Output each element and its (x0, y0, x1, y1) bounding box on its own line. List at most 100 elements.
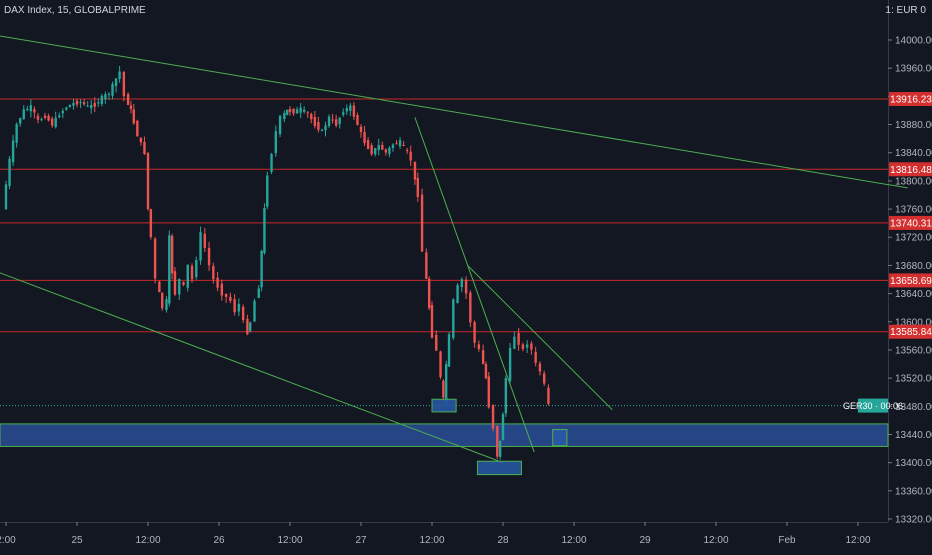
candle-body (299, 107, 302, 113)
candle-body (165, 299, 168, 310)
candle-body (114, 78, 118, 87)
candle-body (384, 149, 388, 153)
price-tick-label: 13480.00 (895, 402, 932, 413)
candle-body (487, 376, 490, 408)
candle-body (445, 364, 448, 400)
candle-body (473, 321, 476, 343)
candle-body (295, 109, 299, 114)
candle-body (425, 252, 428, 279)
candle-body (266, 175, 269, 207)
time-tick-label: 28 (497, 535, 509, 546)
candle-body (313, 116, 317, 127)
candle-body (139, 137, 143, 143)
candle-body (4, 184, 8, 210)
candle-body (427, 278, 431, 309)
time-tick-label: 25 (71, 535, 83, 546)
candle-body (136, 120, 139, 137)
highlight-box (552, 429, 568, 447)
time-tick-label: 29 (639, 535, 651, 546)
price-level-label: 13816.48 (890, 165, 932, 176)
candle-body (233, 299, 236, 313)
candle-body (452, 299, 455, 338)
candle-body (11, 140, 15, 163)
candle-body (306, 112, 309, 114)
currency-label[interactable]: 1: EUR 0 (885, 5, 926, 16)
candle-body (388, 147, 391, 154)
candle-body (469, 292, 472, 323)
price-tick-label: 13800.00 (895, 176, 932, 187)
price-level-label: 13916.23 (890, 95, 932, 106)
candle-body (352, 105, 356, 117)
candle-body (270, 154, 273, 172)
current-price-label: GER30 · 00:06 (843, 401, 903, 411)
candle-body (356, 115, 359, 125)
price-tick-label: 13840.00 (895, 148, 932, 159)
candle-body (122, 71, 126, 97)
candle-body (278, 115, 282, 135)
time-tick-label: 12:00 (703, 535, 728, 546)
price-level-tag (889, 273, 932, 288)
candle-body (168, 235, 171, 304)
candle-body (61, 110, 64, 114)
candle-body (129, 105, 133, 110)
candle-body (199, 232, 202, 261)
price-tick-label: 13960.00 (895, 64, 932, 75)
price-tick-label: 14000.00 (895, 36, 932, 47)
candle-body (82, 102, 86, 105)
candle-body (170, 235, 174, 274)
candle-body (190, 265, 194, 280)
candle-body (15, 124, 18, 143)
candle-body (241, 306, 245, 320)
candle-body (58, 115, 61, 117)
candle-body (517, 333, 520, 345)
price-level-label: 13740.31 (890, 218, 932, 229)
candle-body (349, 105, 352, 111)
candle-body (224, 293, 228, 297)
price-level-tag (889, 92, 932, 107)
candle-body (334, 119, 338, 126)
time-tick-label: 27 (355, 535, 367, 546)
candle-body (22, 109, 25, 120)
trend-line (414, 117, 535, 453)
candle-body (521, 344, 525, 349)
candle-body (420, 194, 424, 252)
candle-body (237, 303, 241, 312)
candle-body (338, 117, 341, 125)
candle-body (491, 404, 495, 429)
candle-body (182, 281, 185, 285)
price-level-label: 13658.69 (890, 276, 932, 287)
candle-body (54, 117, 57, 128)
time-tick-label: 26 (213, 535, 225, 546)
candle-body (501, 414, 505, 441)
candle-body (292, 108, 295, 114)
candle-body (229, 296, 232, 301)
time-tick-label: Feb (778, 535, 796, 546)
price-level-tag (889, 324, 932, 339)
candle-body (464, 279, 468, 294)
candle-body (405, 149, 409, 152)
candle-body (161, 292, 164, 309)
candle-body (33, 109, 36, 113)
candle-body (439, 351, 442, 378)
candle-body (274, 131, 277, 154)
price-level-tag (889, 215, 932, 230)
candle-body (391, 144, 395, 149)
candle-body (104, 94, 107, 100)
price-tick-label: 13680.00 (895, 261, 932, 272)
candle-body (366, 139, 370, 149)
price-tick-label: 13320.00 (895, 515, 932, 526)
candle-body (345, 108, 348, 112)
candle-body (158, 281, 161, 293)
candle-body (442, 380, 445, 398)
candle-body (498, 440, 502, 457)
candle-body (100, 95, 104, 105)
candle-body (257, 288, 260, 298)
candle-body (68, 104, 72, 108)
candle-body (513, 336, 516, 349)
candle-body (126, 94, 130, 105)
time-tick-label: 12:00 (419, 535, 444, 546)
candle-body (288, 109, 292, 113)
candle-body (220, 283, 224, 296)
